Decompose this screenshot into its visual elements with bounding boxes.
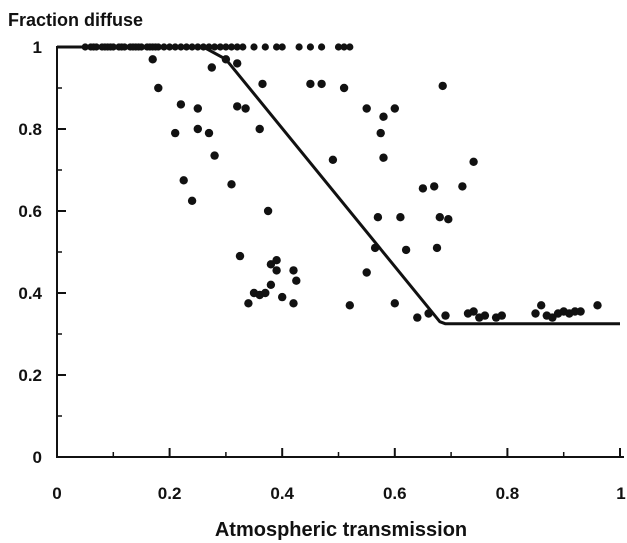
data-point <box>469 307 478 316</box>
fit-line <box>57 45 620 326</box>
x-tick-label: 0.2 <box>158 484 182 503</box>
data-point <box>401 245 411 255</box>
data-point <box>216 43 224 51</box>
data-point <box>379 153 388 162</box>
data-point <box>272 256 281 265</box>
data-point <box>373 213 383 222</box>
data-point <box>458 182 467 191</box>
y-tick-label: 0.4 <box>18 284 42 303</box>
data-point <box>278 292 287 302</box>
data-point <box>292 276 301 285</box>
data-point <box>207 63 216 72</box>
data-point <box>432 243 442 253</box>
data-point <box>154 83 163 93</box>
y-tick-label: 0.6 <box>18 202 42 221</box>
data-point <box>273 43 281 51</box>
data-point <box>339 83 349 93</box>
data-point <box>413 313 422 322</box>
data-point <box>266 280 276 289</box>
data-point <box>272 266 281 275</box>
data-point <box>255 124 264 134</box>
data-point <box>346 43 354 51</box>
data-point <box>179 176 188 185</box>
data-point <box>235 251 245 261</box>
data-point <box>233 43 241 51</box>
data-point <box>193 104 202 113</box>
x-tick-label: 0 <box>52 484 61 503</box>
data-point <box>537 301 546 310</box>
data-point <box>438 81 447 91</box>
data-point <box>227 43 236 51</box>
data-point <box>233 59 242 68</box>
data-point <box>497 311 506 320</box>
data-point <box>244 299 253 308</box>
data-point <box>390 104 399 113</box>
data-point <box>469 157 478 166</box>
data-point <box>306 43 314 51</box>
data-point <box>430 182 439 191</box>
data-point <box>239 43 247 51</box>
data-point <box>334 43 343 51</box>
data-point <box>396 213 405 222</box>
data-point <box>531 309 540 318</box>
data-point <box>289 266 298 275</box>
data-point <box>295 43 303 51</box>
x-axis-title: Atmospheric transmission <box>215 519 467 541</box>
data-point <box>390 299 399 308</box>
data-point <box>576 307 585 316</box>
data-point <box>210 151 219 160</box>
data-point <box>444 215 453 224</box>
y-tick-label: 1 <box>33 38 42 57</box>
data-point <box>362 104 371 113</box>
data-point <box>345 301 354 310</box>
data-point <box>258 79 267 89</box>
y-tick-label: 0.8 <box>18 120 42 139</box>
data-point <box>317 79 326 89</box>
data-point <box>261 288 270 298</box>
data-point <box>227 180 236 189</box>
data-point <box>250 43 258 51</box>
data-point <box>441 311 450 320</box>
x-tick-label: 0.8 <box>496 484 520 503</box>
data-point <box>593 301 602 310</box>
y-tick-label: 0 <box>33 448 42 467</box>
data-point <box>318 43 326 51</box>
y-tick-label: 0.2 <box>18 366 42 385</box>
data-point <box>241 104 250 113</box>
data-point <box>261 43 269 51</box>
data-point <box>328 155 338 164</box>
data-point <box>176 100 186 109</box>
x-tick-label: 0.6 <box>383 484 407 503</box>
data-point <box>289 299 298 308</box>
data-point <box>435 213 444 222</box>
data-point <box>340 43 348 51</box>
x-tick-label: 0.4 <box>270 484 294 503</box>
data-point <box>376 128 385 138</box>
data-point <box>480 311 490 320</box>
data-point <box>171 128 180 138</box>
data-point <box>222 43 230 51</box>
data-point <box>263 206 273 216</box>
data-point <box>187 196 197 205</box>
data-point <box>362 268 371 277</box>
data-point <box>418 184 428 193</box>
y-axis-title: Fraction diffuse <box>8 10 143 30</box>
data-point <box>379 112 388 121</box>
data-point <box>148 55 157 64</box>
data-point <box>204 128 214 138</box>
data-point <box>233 102 242 111</box>
data-point <box>193 124 202 134</box>
data-point <box>278 43 286 51</box>
data-point <box>306 79 315 89</box>
data-point <box>211 43 219 51</box>
x-tick-label: 1 <box>616 484 625 503</box>
